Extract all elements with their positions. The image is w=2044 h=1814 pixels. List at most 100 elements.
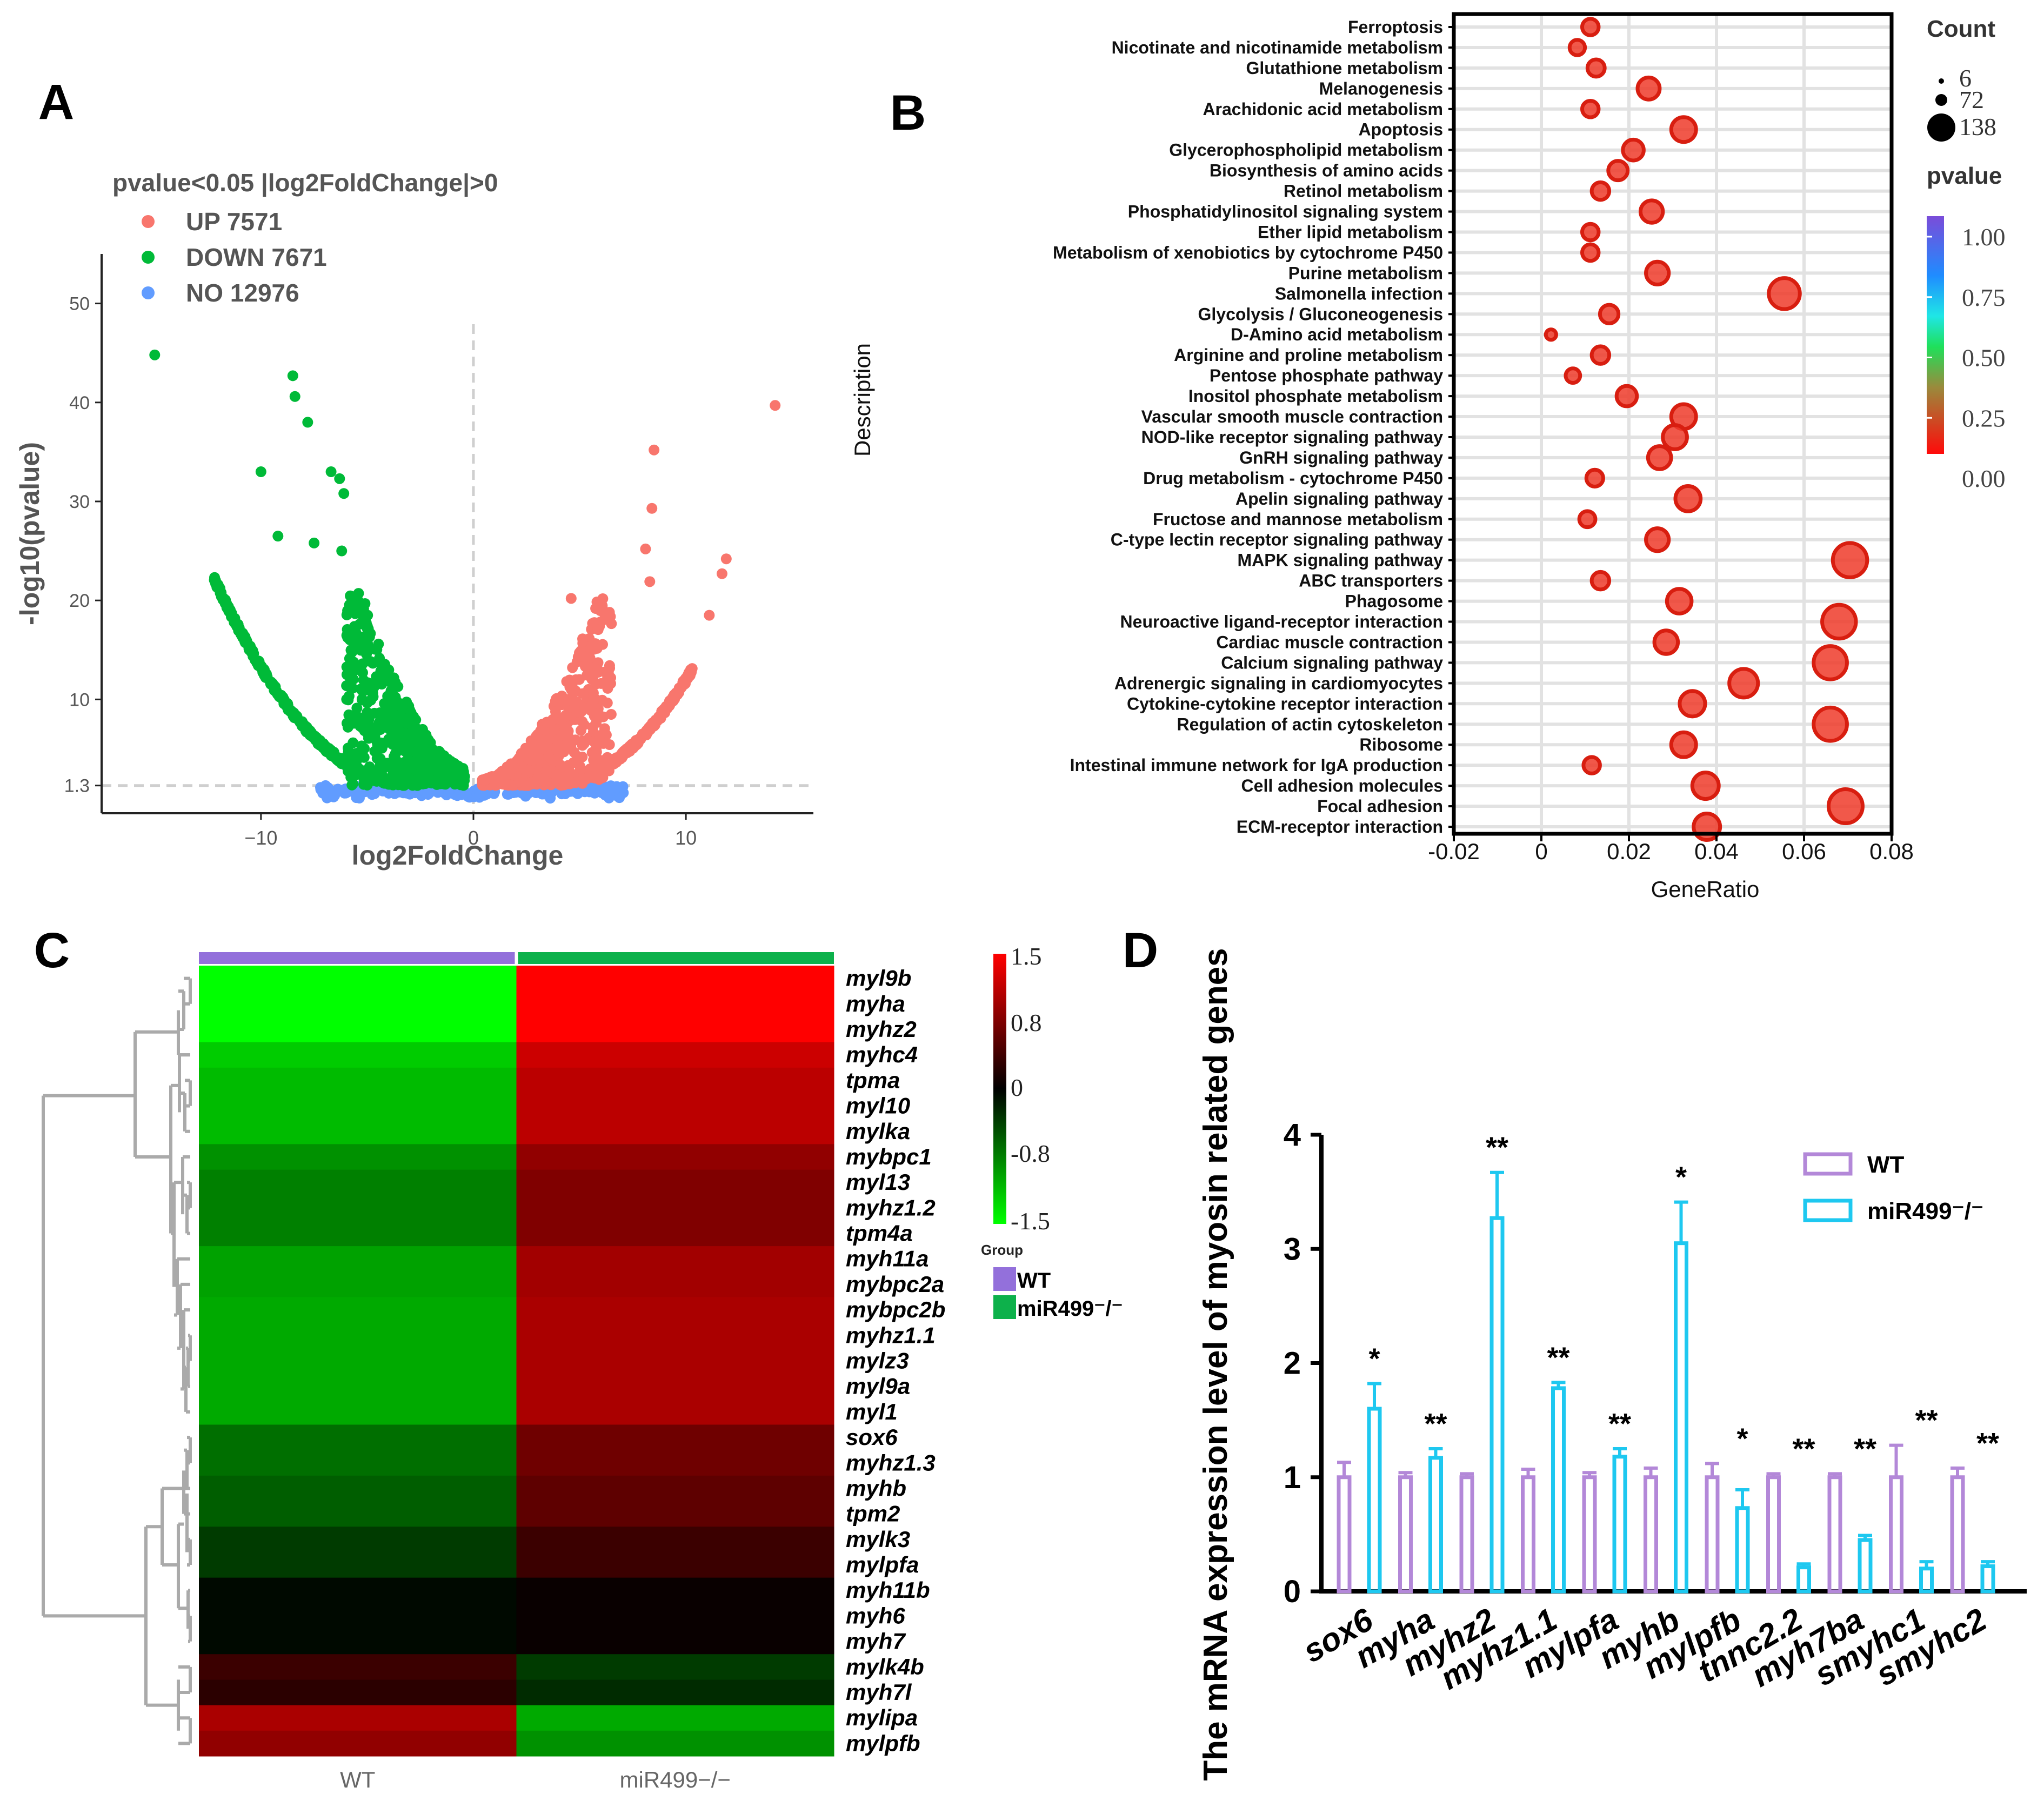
term-label: Inositol phosphate metabolism xyxy=(1188,386,1443,406)
volcano-point-down xyxy=(334,473,345,484)
y-axis-title: Description xyxy=(850,343,875,457)
volcano-point-down xyxy=(359,725,370,737)
volcano-point-up xyxy=(565,593,577,604)
term-point xyxy=(1644,526,1671,553)
volcano-point-down xyxy=(224,607,236,619)
heatmap-cell xyxy=(199,1603,517,1629)
volcano-point-up xyxy=(649,444,660,456)
bar-mir499 xyxy=(1796,1565,1811,1594)
volcano-point-down xyxy=(404,758,415,769)
volcano-point-up xyxy=(704,610,715,621)
gene-label: myl9b xyxy=(846,966,911,991)
bar-wt xyxy=(1766,1475,1781,1594)
gene-label: tpma xyxy=(846,1067,900,1093)
gene-label: myhz1.2 xyxy=(846,1195,936,1220)
legend-marker-1 xyxy=(142,251,155,264)
bar-wt xyxy=(1582,1475,1597,1594)
volcano-point-down xyxy=(343,709,355,720)
panel-d: D 0 1 2 3 4 The mRNA expression level of myosi… xyxy=(1123,923,2027,1781)
bar-wt xyxy=(1644,1475,1658,1594)
volcano-point-up xyxy=(541,717,552,728)
term-point xyxy=(1820,603,1858,641)
volcano-point-up xyxy=(566,695,577,706)
significance-label: ** xyxy=(1792,1433,1815,1465)
gene-label: myhz1.3 xyxy=(846,1450,936,1475)
volcano-point-no xyxy=(351,792,362,804)
color-legend-title: pvalue xyxy=(1927,163,2002,189)
y-tick-label: 1.3 xyxy=(64,776,90,796)
term-point xyxy=(1589,570,1612,592)
volcano-point-down xyxy=(421,745,432,756)
volcano-point-down xyxy=(296,720,308,732)
term-point xyxy=(1661,423,1689,451)
gene-label: myha xyxy=(846,991,905,1016)
group-bar-mir499 xyxy=(518,952,834,964)
column-label: WT xyxy=(340,1767,375,1792)
volcano-point-no xyxy=(609,785,620,796)
term-label: ABC transporters xyxy=(1299,571,1443,591)
y-tick-label: 0 xyxy=(1284,1574,1301,1609)
volcano-point-up xyxy=(585,705,597,717)
volcano-point-down xyxy=(343,691,355,702)
heatmap-cell xyxy=(516,1399,834,1425)
term-point xyxy=(1580,17,1601,37)
gene-label: myl10 xyxy=(846,1093,910,1119)
gene-label: myh7l xyxy=(846,1679,912,1705)
term-point xyxy=(1812,644,1849,681)
volcano-point-up xyxy=(656,708,667,720)
term-point xyxy=(1767,276,1802,311)
volcano-point-down xyxy=(445,756,457,767)
volcano-point-up xyxy=(561,676,572,687)
term-label: Biosynthesis of amino acids xyxy=(1210,161,1443,180)
volcano-point-down xyxy=(343,747,354,758)
volcano-point-up xyxy=(590,603,602,614)
volcano-point-down xyxy=(325,466,337,478)
y-tick-label: 20 xyxy=(69,591,90,611)
volcano-point-down xyxy=(358,769,370,781)
term-label: Retinol metabolism xyxy=(1284,182,1443,201)
heatmap-cell xyxy=(199,1705,517,1731)
term-point xyxy=(1584,467,1605,488)
colorscale-label: 0.8 xyxy=(1011,1009,1042,1036)
significance-label: ** xyxy=(1486,1132,1508,1164)
volcano-point-up xyxy=(538,725,549,737)
heatmap-cell xyxy=(199,1450,517,1476)
volcano-point-up xyxy=(536,734,547,745)
volcano-point-up xyxy=(644,576,656,587)
volcano-point-up xyxy=(677,677,689,688)
heatmap-cell xyxy=(199,1246,517,1272)
volcano-point-up xyxy=(604,662,616,674)
volcano-point-up xyxy=(569,747,580,758)
gene-label: mylz3 xyxy=(846,1348,909,1374)
volcano-point-up xyxy=(577,688,589,699)
term-point xyxy=(1638,198,1665,225)
term-label: Glycolysis / Gluconeogenesis xyxy=(1198,304,1444,324)
term-label: Intestinal immune network for IgA produc… xyxy=(1070,755,1443,775)
gene-label: sox6 xyxy=(846,1424,898,1450)
volcano-point-up xyxy=(577,633,589,645)
colorbar-label: 0.75 xyxy=(1962,284,2006,311)
volcano-points xyxy=(149,349,781,804)
term-label: Vascular smooth muscle contraction xyxy=(1141,407,1443,426)
volcano-point-down xyxy=(255,466,266,478)
volcano-point-up xyxy=(770,400,781,411)
term-label: Apelin signaling pathway xyxy=(1235,489,1443,508)
size-legend-marker xyxy=(1935,94,1947,106)
volcano-point-no xyxy=(584,785,596,796)
volcano-point-up xyxy=(716,568,727,579)
volcano-point-down xyxy=(341,718,352,729)
size-legend-label: 6 xyxy=(1959,64,1972,92)
volcano-point-up xyxy=(567,683,579,694)
heatmap-cell xyxy=(199,1220,517,1247)
significance-label: ** xyxy=(1547,1341,1569,1374)
colorscale-label: 1.5 xyxy=(1011,942,1042,970)
volcano-point-down xyxy=(369,644,380,655)
heatmap-cell xyxy=(199,1654,517,1680)
heatmap-cell xyxy=(516,1144,834,1170)
term-point xyxy=(1577,509,1598,530)
volcano-point-down xyxy=(364,631,375,642)
volcano-point-down xyxy=(315,740,326,751)
volcano-point-down xyxy=(344,653,355,664)
colorbar-label: 1.00 xyxy=(1962,223,2006,251)
